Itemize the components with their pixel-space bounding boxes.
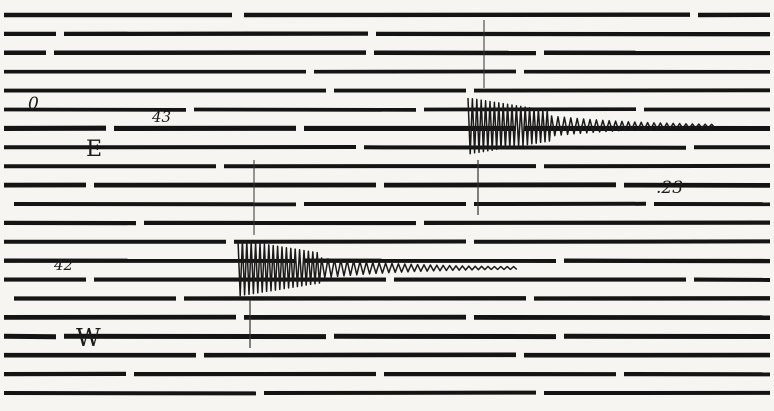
label-42: 42 — [53, 256, 73, 274]
label-23: .23 — [656, 178, 683, 198]
trace-lines — [3, 12, 771, 396]
event-trace-upper — [467, 20, 716, 215]
label-component-w: W — [76, 324, 101, 352]
label-component-e: E — [86, 137, 102, 162]
label-43: 43 — [151, 108, 171, 126]
event-trace-lower — [237, 160, 518, 348]
label-zero: 0 — [28, 94, 39, 114]
waveform-upper — [467, 97, 716, 155]
waveform-lower — [237, 239, 518, 297]
